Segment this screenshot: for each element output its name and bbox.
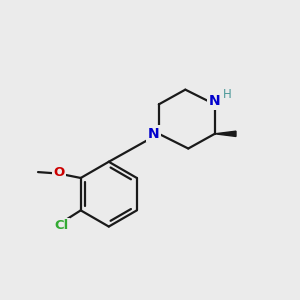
Text: Cl: Cl bbox=[54, 220, 68, 232]
Text: N: N bbox=[209, 94, 220, 108]
Text: O: O bbox=[54, 166, 65, 179]
Text: N: N bbox=[148, 127, 159, 141]
Text: H: H bbox=[223, 88, 232, 101]
Polygon shape bbox=[215, 131, 236, 136]
